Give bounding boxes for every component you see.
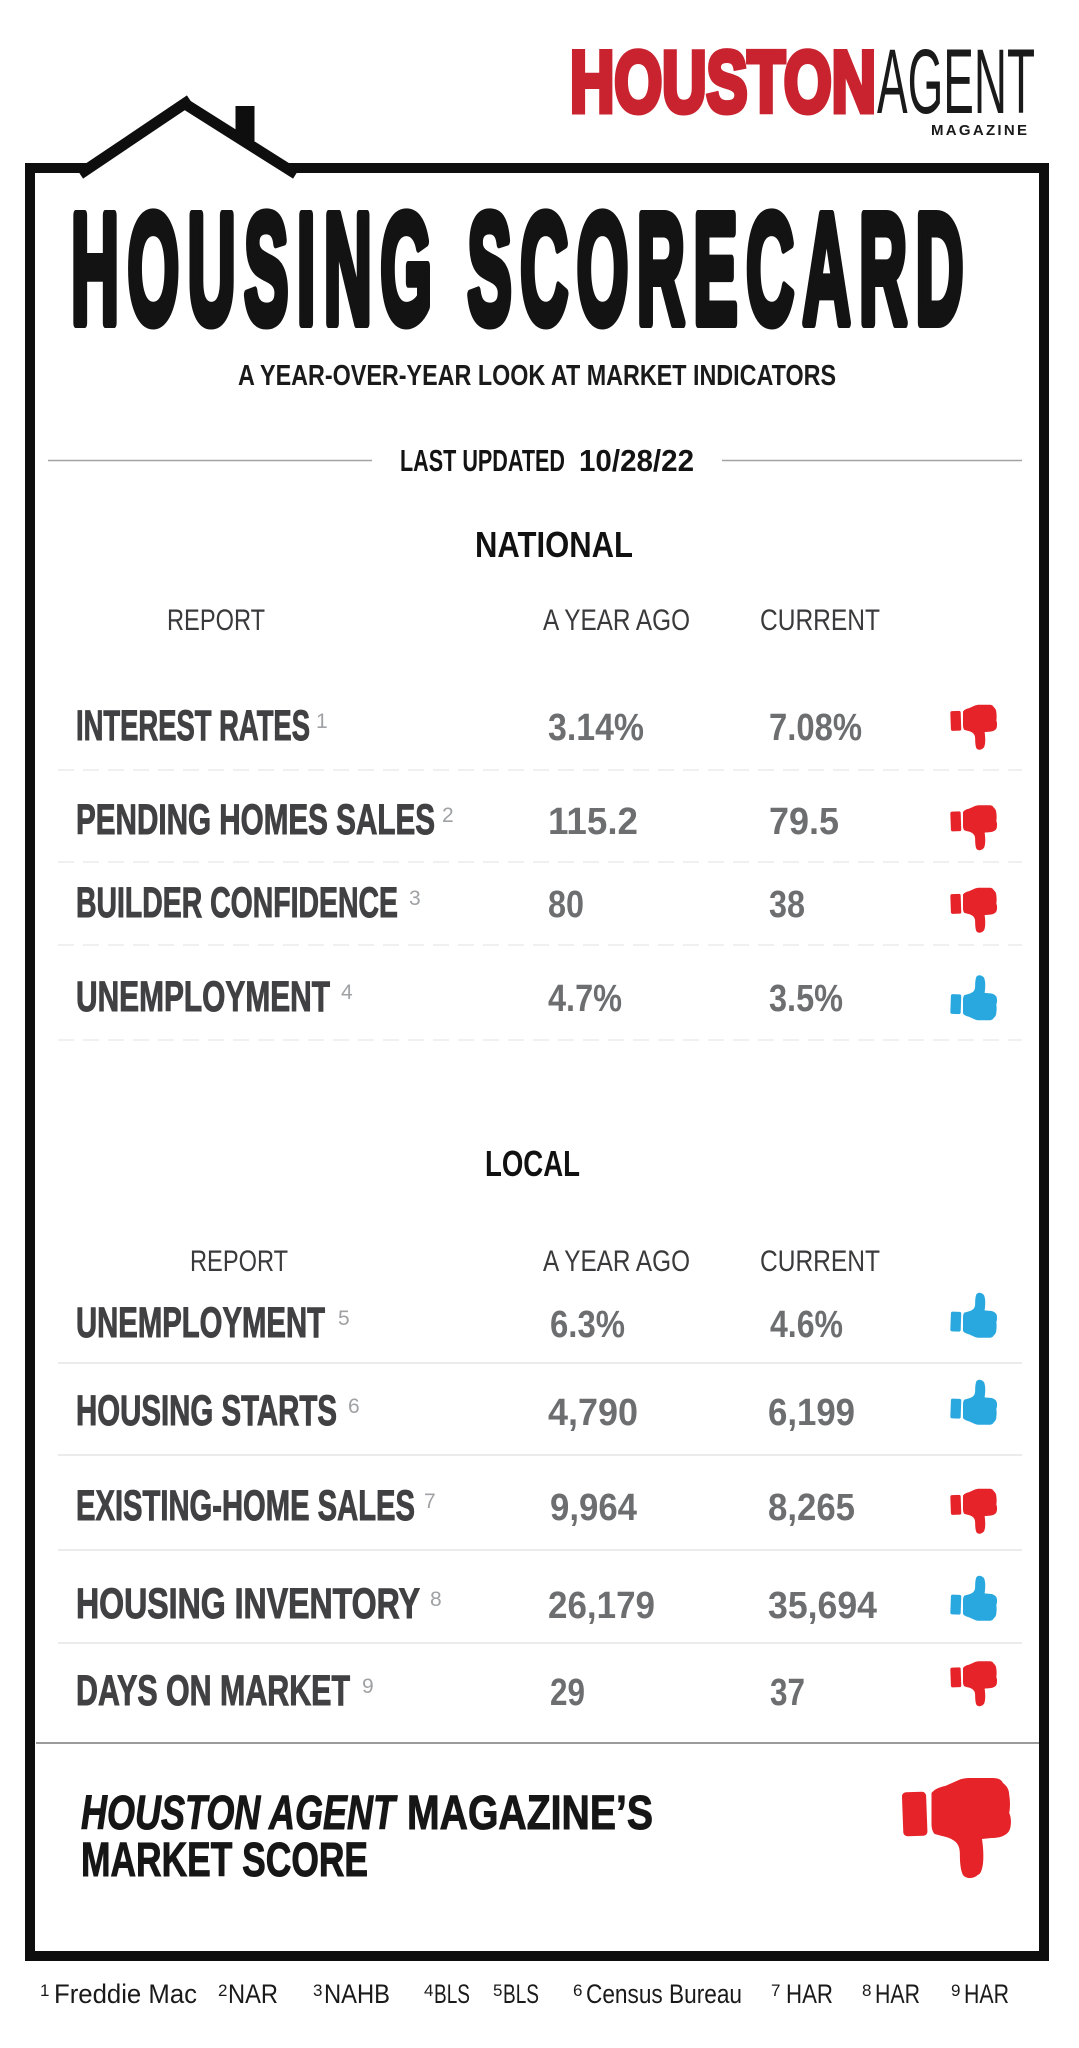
svg-text:4: 4	[341, 981, 353, 1004]
svg-text:UNEMPLOYMENT: UNEMPLOYMENT	[76, 1299, 325, 1347]
svg-text:BUILDER CONFIDENCE: BUILDER CONFIDENCE	[76, 879, 398, 927]
svg-text:HOUSTON: HOUSTON	[570, 35, 876, 131]
svg-text:MARKET SCORE: MARKET SCORE	[81, 1834, 368, 1887]
svg-text:HAR: HAR	[964, 1979, 1009, 2009]
svg-text:A YEAR AGO: A YEAR AGO	[543, 1245, 690, 1278]
svg-text:INTEREST RATES: INTEREST RATES	[76, 702, 310, 750]
svg-text:35,694: 35,694	[768, 1585, 877, 1627]
svg-text:9: 9	[951, 1981, 960, 2000]
svg-text:5: 5	[338, 1307, 350, 1330]
svg-text:8: 8	[862, 1981, 871, 2000]
svg-text:UNEMPLOYMENT: UNEMPLOYMENT	[76, 973, 330, 1021]
svg-text:1: 1	[316, 710, 328, 733]
svg-text:REPORT: REPORT	[167, 604, 265, 637]
svg-text:3: 3	[409, 887, 421, 910]
svg-text:8: 8	[430, 1588, 442, 1611]
svg-text:HOUSTON AGENT: HOUSTON AGENT	[81, 1787, 398, 1840]
svg-text:4.7%: 4.7%	[548, 978, 622, 1020]
svg-text:EXISTING-HOME SALES: EXISTING-HOME SALES	[76, 1482, 415, 1530]
svg-text:80: 80	[548, 884, 584, 926]
svg-text:4,790: 4,790	[548, 1392, 638, 1434]
svg-text:6.3%: 6.3%	[550, 1304, 625, 1346]
svg-text:MAGAZINE’S: MAGAZINE’S	[407, 1787, 653, 1840]
svg-text:LOCAL: LOCAL	[485, 1143, 580, 1184]
svg-text:HOUSING SCORECARD: HOUSING SCORECARD	[71, 182, 972, 357]
svg-text:HOUSING INVENTORY: HOUSING INVENTORY	[76, 1580, 420, 1628]
svg-text:7: 7	[771, 1981, 780, 2000]
svg-text:38: 38	[769, 884, 805, 926]
svg-text:6: 6	[573, 1981, 582, 2000]
svg-text:29: 29	[550, 1672, 585, 1714]
svg-text:HOUSING STARTS: HOUSING STARTS	[76, 1387, 337, 1435]
svg-text:2: 2	[218, 1981, 227, 2000]
svg-text:37: 37	[770, 1672, 805, 1714]
svg-text:7: 7	[424, 1490, 436, 1513]
svg-text:A YEAR-OVER-YEAR LOOK AT MARKE: A YEAR-OVER-YEAR LOOK AT MARKET INDICATO…	[238, 360, 836, 392]
svg-text:26,179: 26,179	[548, 1585, 655, 1627]
svg-text:6: 6	[348, 1395, 360, 1418]
svg-text:3.5%: 3.5%	[769, 978, 843, 1020]
svg-text:A YEAR AGO: A YEAR AGO	[543, 604, 690, 637]
svg-text:NATIONAL: NATIONAL	[475, 524, 633, 565]
svg-text:79.5: 79.5	[769, 801, 839, 843]
svg-text:7.08%: 7.08%	[769, 707, 862, 749]
svg-text:6,199: 6,199	[768, 1392, 855, 1434]
svg-text:4.6%: 4.6%	[770, 1304, 843, 1346]
svg-text:HAR: HAR	[786, 1979, 833, 2009]
svg-text:PENDING HOMES SALES: PENDING HOMES SALES	[76, 796, 435, 844]
svg-text:LAST UPDATED: LAST UPDATED	[400, 443, 565, 478]
svg-text:REPORT: REPORT	[190, 1245, 288, 1278]
svg-text:AGENT: AGENT	[877, 31, 1035, 133]
svg-text:Census Bureau: Census Bureau	[586, 1979, 742, 2009]
svg-text:4: 4	[424, 1981, 433, 2000]
svg-text:5: 5	[493, 1981, 502, 2000]
svg-text:NAHB: NAHB	[324, 1979, 390, 2009]
svg-text:CURRENT: CURRENT	[760, 1245, 880, 1278]
svg-text:Freddie Mac: Freddie Mac	[54, 1979, 197, 2009]
svg-text:HAR: HAR	[875, 1979, 920, 2009]
svg-text:BLS: BLS	[503, 1979, 539, 2009]
svg-text:CURRENT: CURRENT	[760, 604, 880, 637]
svg-text:1: 1	[40, 1981, 49, 2000]
svg-text:115.2: 115.2	[548, 801, 638, 843]
svg-text:8,265: 8,265	[768, 1487, 855, 1529]
svg-text:DAYS ON MARKET: DAYS ON MARKET	[76, 1667, 350, 1715]
svg-text:9: 9	[362, 1675, 374, 1698]
svg-text:3.14%: 3.14%	[548, 707, 644, 749]
svg-text:3: 3	[313, 1981, 322, 2000]
svg-text:10/28/22: 10/28/22	[579, 443, 694, 478]
svg-text:9,964: 9,964	[550, 1487, 637, 1529]
svg-text:MAGAZINE: MAGAZINE	[931, 122, 1027, 139]
svg-text:2: 2	[442, 804, 454, 827]
svg-text:NAR: NAR	[228, 1979, 278, 2009]
svg-text:BLS: BLS	[434, 1979, 470, 2009]
